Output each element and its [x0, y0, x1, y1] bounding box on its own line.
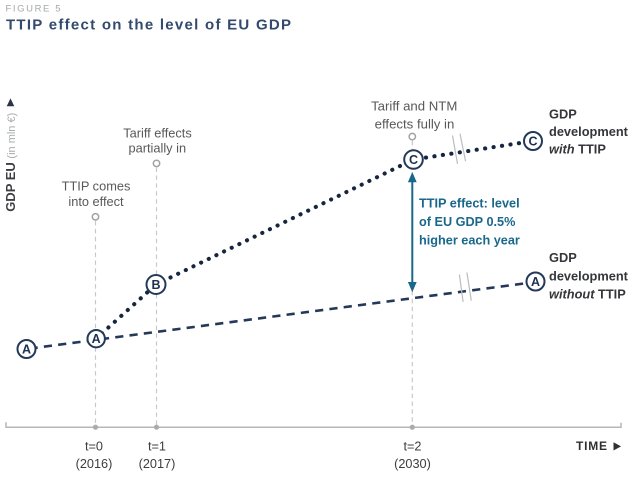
- svg-text:A: A: [92, 332, 101, 346]
- svg-text:effects fully in: effects fully in: [375, 116, 455, 131]
- svg-text:TTIP comes: TTIP comes: [62, 179, 131, 194]
- svg-text:Tariff effects: Tariff effects: [123, 125, 192, 140]
- svg-text:t=1: t=1: [148, 440, 166, 454]
- svg-text:A: A: [22, 343, 31, 357]
- svg-text:TTIP effect: level: TTIP effect: level: [419, 197, 520, 211]
- svg-text:t=2: t=2: [404, 440, 422, 454]
- svg-text:GDP: GDP: [549, 107, 577, 122]
- svg-text:(2030): (2030): [394, 457, 431, 471]
- svg-text:development: development: [549, 124, 629, 139]
- svg-text:development: development: [549, 268, 629, 283]
- svg-text:GDP EU (in mln €): GDP EU (in mln €): [3, 113, 18, 212]
- svg-text:TIME: TIME: [576, 439, 608, 453]
- svg-text:higher each year: higher each year: [419, 234, 520, 248]
- svg-text:partially in: partially in: [128, 141, 186, 156]
- svg-text:B: B: [151, 278, 160, 292]
- svg-text:FIGURE 5: FIGURE 5: [6, 4, 63, 15]
- svg-text:(2017): (2017): [139, 457, 176, 471]
- svg-text:C: C: [409, 153, 418, 167]
- svg-text:with TTIP: with TTIP: [549, 142, 606, 157]
- svg-text:(2016): (2016): [76, 457, 113, 471]
- svg-text:Tariff and NTM: Tariff and NTM: [371, 98, 457, 113]
- svg-text:into effect: into effect: [68, 194, 124, 209]
- svg-text:t=0: t=0: [85, 440, 103, 454]
- svg-text:C: C: [528, 135, 537, 149]
- svg-text:GDP: GDP: [549, 250, 577, 265]
- svg-text:A: A: [531, 275, 540, 289]
- svg-text:TTIP effect on the level of EU: TTIP effect on the level of EU GDP: [6, 16, 292, 33]
- svg-text:without TTIP: without TTIP: [549, 287, 626, 302]
- svg-text:of EU GDP 0.5%: of EU GDP 0.5%: [419, 215, 515, 229]
